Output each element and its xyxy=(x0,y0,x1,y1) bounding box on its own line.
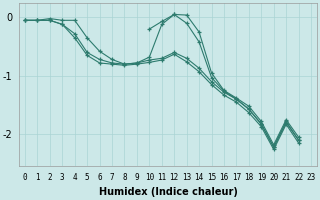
X-axis label: Humidex (Indice chaleur): Humidex (Indice chaleur) xyxy=(99,187,237,197)
